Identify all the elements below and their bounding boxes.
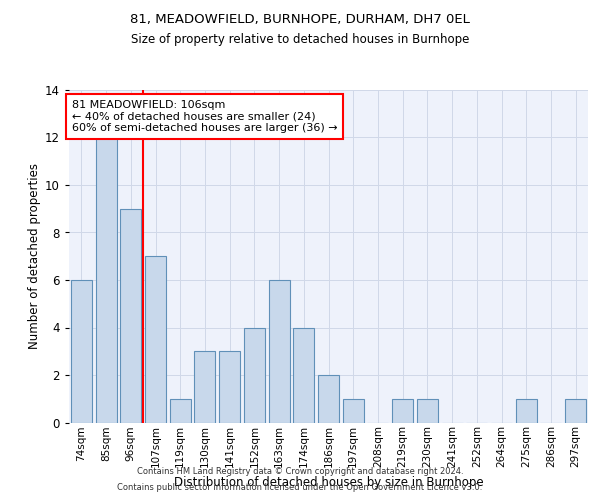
Text: 81, MEADOWFIELD, BURNHOPE, DURHAM, DH7 0EL: 81, MEADOWFIELD, BURNHOPE, DURHAM, DH7 0… (130, 12, 470, 26)
Bar (194, 351, 215, 422)
X-axis label: Distribution of detached houses by size in Burnhope: Distribution of detached houses by size … (173, 476, 484, 488)
Bar (219, 351, 240, 422)
Bar (269, 280, 290, 422)
Bar (318, 375, 339, 422)
Text: Contains public sector information licensed under the Open Government Licence v3: Contains public sector information licen… (118, 483, 482, 492)
Bar (170, 399, 191, 422)
Text: Size of property relative to detached houses in Burnhope: Size of property relative to detached ho… (131, 32, 469, 46)
Bar (120, 209, 141, 422)
Bar (343, 399, 364, 422)
Text: Contains HM Land Registry data © Crown copyright and database right 2024.: Contains HM Land Registry data © Crown c… (137, 467, 463, 476)
Y-axis label: Number of detached properties: Number of detached properties (28, 163, 41, 349)
Bar (417, 399, 438, 422)
Bar (516, 399, 537, 422)
Bar (95, 138, 116, 422)
Bar (145, 256, 166, 422)
Bar (71, 280, 92, 422)
Text: 81 MEADOWFIELD: 106sqm
← 40% of detached houses are smaller (24)
60% of semi-det: 81 MEADOWFIELD: 106sqm ← 40% of detached… (71, 100, 337, 133)
Bar (244, 328, 265, 422)
Bar (392, 399, 413, 422)
Bar (565, 399, 586, 422)
Bar (293, 328, 314, 422)
